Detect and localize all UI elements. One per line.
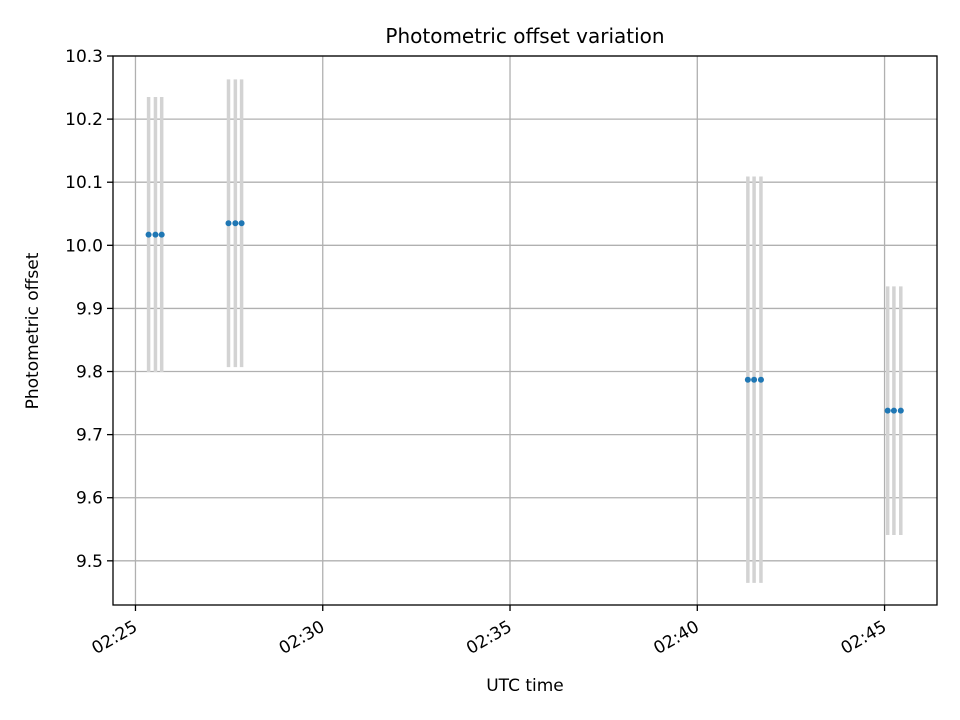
data-points	[145, 220, 904, 414]
chart-title: Photometric offset variation	[385, 24, 664, 48]
y-tick-label: 9.7	[76, 426, 103, 446]
y-tick-label: 10.0	[65, 236, 103, 256]
data-point	[225, 220, 232, 227]
data-point	[232, 220, 239, 227]
data-point	[152, 231, 159, 238]
x-tick-label: 02:40	[650, 617, 702, 659]
x-tick-label: 02:45	[838, 617, 890, 659]
data-point	[751, 376, 758, 383]
data-point	[890, 407, 897, 414]
y-tick-label: 10.2	[65, 110, 103, 130]
y-axis-label: Photometric offset	[23, 252, 43, 409]
data-point	[145, 231, 152, 238]
x-tick-label: 02:35	[463, 617, 515, 659]
y-tick-label: 9.9	[76, 299, 103, 319]
y-tick-label: 9.8	[76, 363, 103, 383]
data-point	[757, 376, 764, 383]
x-tick-label: 02:25	[89, 617, 141, 659]
y-tick-label: 9.5	[76, 552, 103, 572]
data-point	[884, 407, 891, 414]
error-bars	[146, 79, 903, 583]
plot-frame	[112, 55, 938, 606]
y-tick-label: 10.3	[65, 47, 103, 67]
y-tick-label: 9.6	[76, 489, 103, 509]
x-axis-ticks: 02:25 02:30 02:35 02:40 02:45	[89, 605, 890, 659]
data-point	[897, 407, 904, 414]
y-axis-ticks: 9.5 9.6 9.7 9.8 9.9 10.0 10.1 10.2 10.3	[65, 47, 113, 572]
data-point	[238, 220, 245, 227]
data-point	[744, 376, 751, 383]
x-tick-label: 02:30	[276, 617, 328, 659]
data-point	[158, 231, 165, 238]
x-axis-label: UTC time	[486, 676, 564, 696]
y-tick-label: 10.1	[65, 173, 103, 193]
